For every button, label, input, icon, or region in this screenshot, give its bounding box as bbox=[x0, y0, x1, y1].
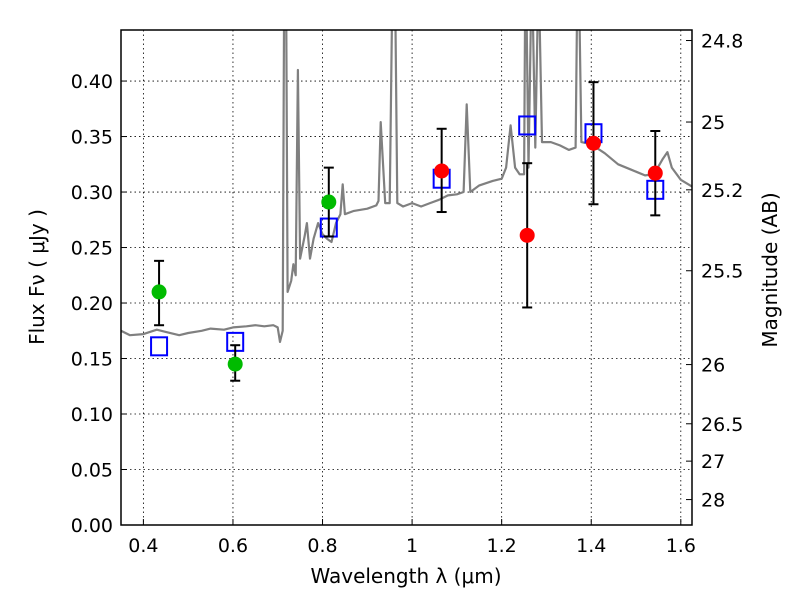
y-tick-label: 0.05 bbox=[71, 460, 113, 482]
right-axis-label: Magnitude (AB) bbox=[758, 192, 782, 347]
y-tick-label: 0.20 bbox=[71, 293, 113, 315]
model-square bbox=[518, 115, 537, 136]
right-tick-label: 26 bbox=[701, 355, 725, 377]
ticks: 0.4 0.6 0.8 1 1.2 1.4 1.6 0.00 0.05 0.10 0.15 0.20 0… bbox=[71, 31, 744, 557]
nir-point bbox=[519, 227, 535, 243]
x-tick-label: 0.4 bbox=[128, 535, 158, 557]
nir-point bbox=[434, 163, 450, 179]
optical-point bbox=[227, 356, 243, 372]
right-tick-label: 25.5 bbox=[701, 261, 743, 283]
model-square bbox=[150, 336, 169, 357]
x-tick-label: 1.2 bbox=[487, 535, 517, 557]
right-tick-label: 24.8 bbox=[701, 31, 743, 53]
data-points bbox=[150, 81, 665, 382]
y-axis-label: Flux Fν ( μJy ) bbox=[25, 209, 49, 345]
nir-point bbox=[585, 135, 601, 151]
right-tick-label: 25.2 bbox=[701, 180, 743, 202]
x-tick-label: 0.6 bbox=[218, 535, 248, 557]
y-tick-label: 0.30 bbox=[71, 182, 113, 204]
spectrum-line bbox=[121, 30, 692, 343]
right-tick-label: 28 bbox=[701, 490, 725, 512]
nir-point bbox=[647, 165, 663, 181]
x-tick-label: 1.4 bbox=[576, 535, 606, 557]
right-tick-label: 27 bbox=[701, 451, 725, 473]
y-tick-label: 0.15 bbox=[71, 349, 113, 371]
x-tick-label: 1.6 bbox=[666, 535, 696, 557]
x-axis-label: Wavelength λ (μm) bbox=[310, 564, 501, 588]
right-tick-label: 26.5 bbox=[701, 414, 743, 436]
y-tick-label: 0.25 bbox=[71, 238, 113, 260]
y-tick-label: 0.40 bbox=[71, 71, 113, 93]
plot-frame bbox=[120, 29, 693, 526]
y-tick-label: 0.10 bbox=[71, 404, 113, 426]
spectrum bbox=[121, 30, 692, 343]
grid bbox=[121, 30, 692, 526]
optical-point bbox=[151, 284, 167, 300]
y-tick-label: 0.00 bbox=[71, 515, 113, 537]
y-tick-label: 0.35 bbox=[71, 127, 113, 149]
x-tick-label: 1 bbox=[406, 535, 418, 557]
x-tick-label: 0.8 bbox=[307, 535, 337, 557]
optical-point bbox=[321, 194, 337, 210]
right-tick-label: 25 bbox=[701, 112, 725, 134]
